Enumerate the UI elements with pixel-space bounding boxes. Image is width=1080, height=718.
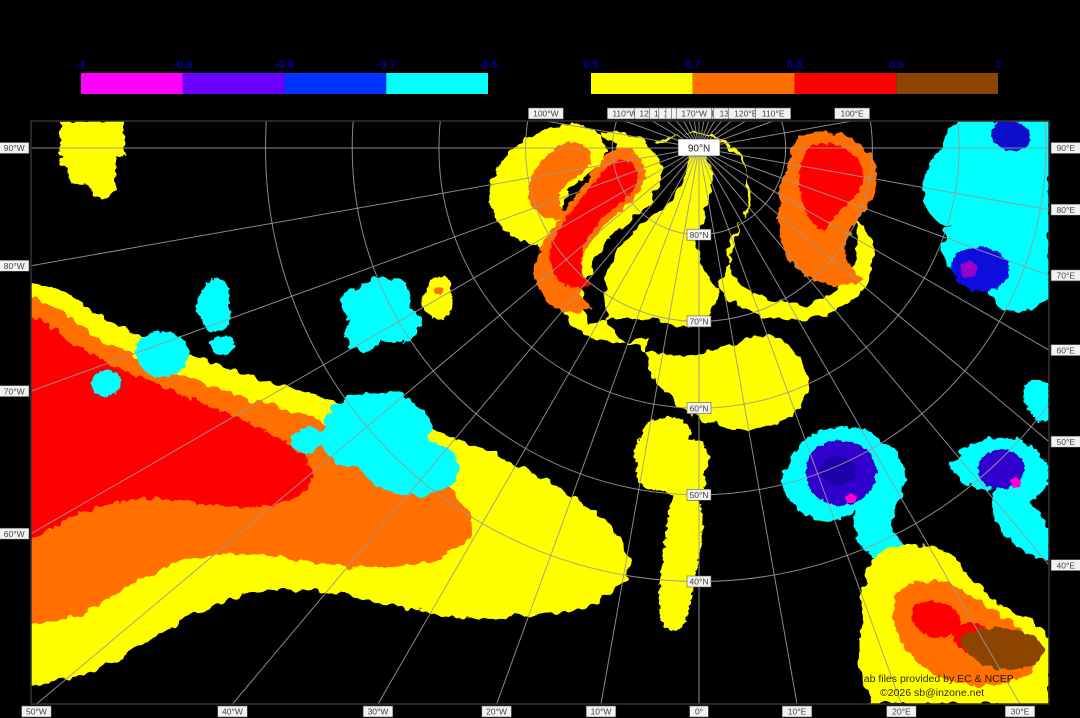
svg-text:90°N: 90°N: [688, 144, 710, 155]
svg-text:80°E: 80°E: [1057, 205, 1076, 215]
svg-text:50°W: 50°W: [26, 707, 47, 717]
svg-text:70°E: 70°E: [1057, 271, 1076, 281]
svg-text:100°W: 100°W: [533, 109, 559, 119]
svg-text:-0.7: -0.7: [377, 59, 396, 71]
svg-text:10°E: 10°E: [788, 707, 807, 717]
svg-text:60°W: 60°W: [4, 529, 25, 539]
svg-text:90°W: 90°W: [4, 143, 25, 153]
svg-text:0.8: 0.8: [787, 59, 802, 71]
svg-text:30°E: 30°E: [1011, 707, 1030, 717]
svg-text:50°N: 50°N: [690, 490, 709, 500]
svg-text:80°W: 80°W: [4, 261, 25, 271]
svg-text:90°E: 90°E: [1057, 143, 1076, 153]
svg-text:-0.9: -0.9: [173, 59, 192, 71]
svg-text:120°E: 120°E: [734, 109, 758, 119]
svg-text:60°E: 60°E: [1057, 345, 1076, 355]
svg-text:0.7: 0.7: [685, 59, 700, 71]
svg-text:0°: 0°: [695, 707, 703, 717]
svg-text:40°E: 40°E: [1057, 560, 1076, 570]
svg-text:170°W: 170°W: [681, 109, 707, 119]
svg-text:80°N: 80°N: [690, 230, 709, 240]
svg-text:1: 1: [995, 59, 1001, 71]
svg-text:30°W: 30°W: [368, 707, 389, 717]
svg-text:50°E: 50°E: [1057, 437, 1076, 447]
svg-text:40°N: 40°N: [690, 577, 709, 587]
svg-text:20°W: 20°W: [486, 707, 507, 717]
svg-text:...ab files provided by EC & N: ...ab files provided by EC & NCEP: [855, 673, 1014, 685]
svg-text:-0.8: -0.8: [275, 59, 294, 71]
svg-text:70°N: 70°N: [690, 317, 709, 327]
svg-text:-1: -1: [76, 59, 86, 71]
svg-text:110°E: 110°E: [762, 109, 785, 119]
svg-text:-0.5: -0.5: [479, 59, 498, 71]
svg-text:20°E: 20°E: [892, 707, 911, 717]
svg-text:70°W: 70°W: [4, 386, 25, 396]
svg-text:0.9: 0.9: [889, 59, 904, 71]
svg-text:100°E: 100°E: [840, 109, 864, 119]
svg-text:60°N: 60°N: [690, 403, 709, 413]
svg-text:0.5: 0.5: [583, 59, 598, 71]
svg-text:40°W: 40°W: [222, 707, 243, 717]
svg-text:10°W: 10°W: [591, 707, 612, 717]
svg-text:©2026 sb@inzone.net: ©2026 sb@inzone.net: [880, 687, 984, 699]
svg-text:110°W: 110°W: [612, 109, 637, 119]
